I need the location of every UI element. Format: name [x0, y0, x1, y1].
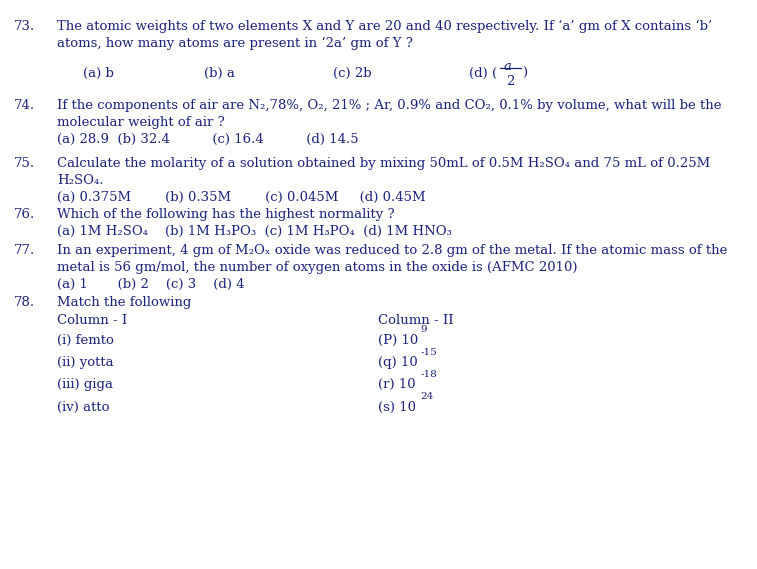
Text: If the components of air are N₂,78%, O₂, 21% ; Ar, 0.9% and CO₂, 0.1% by volume,: If the components of air are N₂,78%, O₂,… [57, 99, 721, 112]
Text: Column - I: Column - I [57, 314, 127, 327]
Text: (i) femto: (i) femto [57, 334, 114, 347]
Text: (iv) atto: (iv) atto [57, 401, 109, 414]
Text: (a) 1M H₂SO₄    (b) 1M H₃PO₃  (c) 1M H₃PO₄  (d) 1M HNO₃: (a) 1M H₂SO₄ (b) 1M H₃PO₃ (c) 1M H₃PO₄ (… [57, 225, 452, 238]
Text: -15: -15 [420, 348, 437, 357]
Text: (iii) giga: (iii) giga [57, 378, 113, 391]
Text: (r) 10: (r) 10 [378, 378, 416, 391]
Text: molecular weight of air ?: molecular weight of air ? [57, 116, 225, 129]
Text: (q) 10: (q) 10 [378, 356, 419, 369]
Text: 73.: 73. [14, 20, 35, 33]
Text: (a) 0.375M        (b) 0.35M        (c) 0.045M     (d) 0.45M: (a) 0.375M (b) 0.35M (c) 0.045M (d) 0.45… [57, 191, 425, 204]
Text: Match the following: Match the following [57, 296, 192, 309]
Text: (d) (: (d) ( [469, 67, 497, 80]
Text: H₂SO₄.: H₂SO₄. [57, 174, 103, 187]
Text: (s) 10: (s) 10 [378, 401, 416, 414]
Text: Calculate the molarity of a solution obtained by mixing 50mL of 0.5M H₂SO₄ and 7: Calculate the molarity of a solution obt… [57, 157, 710, 170]
Text: a: a [503, 60, 511, 73]
Text: 77.: 77. [14, 244, 35, 257]
Text: 74.: 74. [14, 99, 35, 112]
Text: 24: 24 [420, 392, 434, 401]
Text: (a) 1       (b) 2    (c) 3    (d) 4: (a) 1 (b) 2 (c) 3 (d) 4 [57, 278, 245, 291]
Text: 9: 9 [420, 325, 427, 335]
Text: Which of the following has the highest normality ?: Which of the following has the highest n… [57, 208, 394, 221]
Text: atoms, how many atoms are present in ‘2a’ gm of Y ?: atoms, how many atoms are present in ‘2a… [57, 37, 413, 50]
Text: 76.: 76. [14, 208, 35, 221]
Text: (c) 2b: (c) 2b [333, 67, 372, 80]
Text: -18: -18 [420, 370, 437, 379]
Text: ): ) [522, 67, 528, 80]
Text: In an experiment, 4 gm of M₂Oₓ oxide was reduced to 2.8 gm of the metal. If the : In an experiment, 4 gm of M₂Oₓ oxide was… [57, 244, 727, 257]
Text: (a) 28.9  (b) 32.4          (c) 16.4          (d) 14.5: (a) 28.9 (b) 32.4 (c) 16.4 (d) 14.5 [57, 133, 358, 146]
Text: (ii) yotta: (ii) yotta [57, 356, 114, 369]
Text: (P) 10: (P) 10 [378, 334, 419, 347]
Text: (b) a: (b) a [204, 67, 235, 80]
Text: Column - II: Column - II [378, 314, 454, 327]
Text: (a) b: (a) b [83, 67, 114, 80]
Text: 78.: 78. [14, 296, 35, 309]
Text: metal is 56 gm/mol, the number of oxygen atoms in the oxide is (AFMC 2010): metal is 56 gm/mol, the number of oxygen… [57, 261, 578, 274]
Text: The atomic weights of two elements X and Y are 20 and 40 respectively. If ‘a’ gm: The atomic weights of two elements X and… [57, 20, 712, 33]
Text: 75.: 75. [14, 157, 35, 170]
Text: 2: 2 [506, 75, 515, 88]
